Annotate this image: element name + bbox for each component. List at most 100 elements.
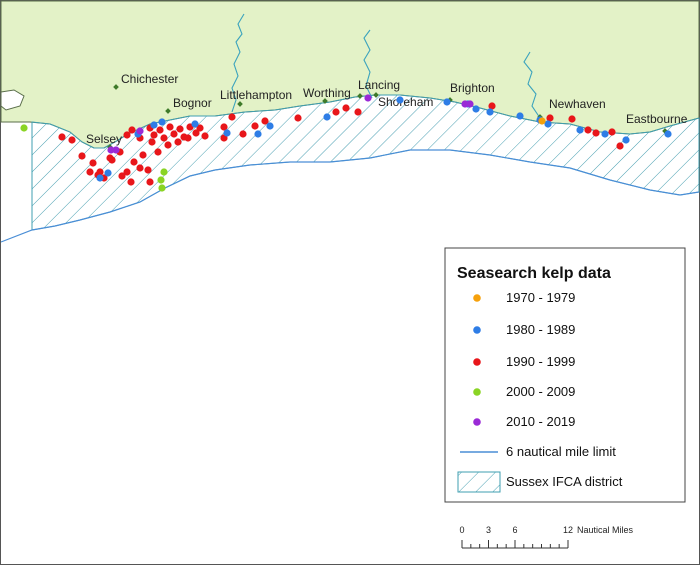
kelp-point-1990s	[166, 123, 174, 131]
kelp-point-1980s	[443, 98, 451, 106]
town-marker-littlehampton	[237, 101, 243, 107]
legend: Seasearch kelp data 1970 - 1979 1980 - 19…	[444, 247, 686, 503]
kelp-point-1980s	[150, 121, 158, 129]
kelp-point-1990s	[294, 114, 302, 122]
legend-label-6-nautical-mile-limit: 6 nautical mile limit	[506, 444, 616, 459]
rivers	[231, 13, 541, 119]
kelp-point-1990s	[86, 168, 94, 176]
legend-symbol-sussex-ifca-district	[457, 471, 501, 493]
kelp-point-1990s	[136, 164, 144, 172]
town-label-brighton: Brighton	[450, 81, 495, 95]
kelp-point-1980s	[544, 120, 552, 128]
scale-bar: 0 3 6 12 Nautical Miles	[459, 525, 634, 549]
river-adur	[363, 29, 373, 99]
kelp-point-2010s	[112, 146, 120, 154]
kelp-point-1990s	[106, 154, 114, 162]
kelp-point-1980s	[266, 122, 274, 130]
town-label-shoreham: Shoreham	[378, 95, 433, 109]
kelp-point-1990s	[96, 168, 104, 176]
kelp-point-1990s	[150, 131, 158, 139]
legend-label-1990-1999: 1990 - 1999	[506, 354, 575, 369]
kelp-point-1990s	[251, 122, 259, 130]
kelp-point-1970s	[538, 117, 546, 125]
kelp-point-1980s	[254, 130, 262, 138]
kelp-point-1990s	[146, 178, 154, 186]
legend-box	[444, 247, 686, 503]
legend-label-2000-2009: 2000 - 2009	[506, 384, 575, 399]
scale-label-0: 0	[459, 525, 464, 535]
kelp-point-1980s	[576, 126, 584, 134]
kelp-point-2010s	[136, 127, 144, 135]
kelp-point-1980s	[191, 120, 199, 128]
kelp-point-1990s	[176, 125, 184, 133]
kelp-point-1980s	[104, 169, 112, 177]
kelp-point-1980s	[664, 130, 672, 138]
town-label-eastbourne: Eastbourne	[626, 112, 688, 126]
island-west	[0, 89, 25, 111]
kelp-point-1990s	[584, 126, 592, 134]
kelp-point-1990s	[170, 130, 178, 138]
kelp-point-1980s	[601, 130, 609, 138]
kelp-point-1980s	[516, 112, 524, 120]
kelp-point-1990s	[144, 166, 152, 174]
town-label-newhaven: Newhaven	[549, 97, 606, 111]
town-marker-chichester	[113, 84, 119, 90]
kelp-point-2010s	[466, 100, 474, 108]
kelp-point-1990s	[130, 158, 138, 166]
scale-label-3: 3	[486, 525, 491, 535]
town-label-bognor: Bognor	[173, 96, 212, 110]
town-label-chichester: Chichester	[121, 72, 178, 86]
kelp-point-1980s	[396, 96, 404, 104]
kelp-point-1990s	[148, 138, 156, 146]
six-nm-limit-line	[0, 149, 700, 243]
kelp-point-2000s	[157, 176, 165, 184]
river-arun	[231, 13, 245, 113]
kelp-point-1990s	[546, 114, 554, 122]
legend-label-sussex-ifca-district: Sussex IFCA district	[506, 474, 623, 489]
kelp-point-1990s	[228, 113, 236, 121]
kelp-point-1990s	[123, 168, 131, 176]
town-marker-worthing	[322, 98, 328, 104]
river-ouse	[523, 51, 541, 119]
kelp-point-1990s	[592, 129, 600, 137]
kelp-points	[20, 94, 672, 192]
kelp-point-1990s	[184, 134, 192, 142]
town-label-lancing: Lancing	[358, 78, 400, 92]
kelp-point-1990s	[164, 141, 172, 149]
kelp-point-1990s	[123, 131, 131, 139]
kelp-point-1980s	[323, 113, 331, 121]
town-label-selsey: Selsey	[86, 132, 122, 146]
kelp-point-1990s	[160, 134, 168, 142]
kelp-point-1990s	[128, 126, 136, 134]
kelp-point-2010s	[364, 94, 372, 102]
kelp-point-1990s	[488, 102, 496, 110]
kelp-point-2000s	[20, 124, 28, 132]
legend-symbol-2010-2019	[473, 418, 481, 426]
kelp-point-1990s	[220, 123, 228, 131]
kelp-point-1980s	[158, 118, 166, 126]
scale-label-6: 6	[512, 525, 517, 535]
kelp-point-2000s	[158, 184, 166, 192]
towns: Chichester Bognor Selsey Littlehampton Worth…	[86, 72, 688, 150]
kelp-point-1990s	[68, 136, 76, 144]
kelp-point-1990s	[174, 138, 182, 146]
town-label-littlehampton: Littlehampton	[220, 88, 292, 102]
kelp-point-1990s	[201, 132, 209, 140]
legend-symbol-1980-1989	[473, 326, 481, 334]
kelp-point-1990s	[192, 129, 200, 137]
town-label-worthing: Worthing	[303, 86, 351, 100]
kelp-point-1990s	[261, 117, 269, 125]
legend-label-1980-1989: 1980 - 1989	[506, 322, 575, 337]
kelp-point-1990s	[239, 130, 247, 138]
legend-symbol-2000-2009	[473, 388, 481, 396]
kelp-point-1980s	[472, 105, 480, 113]
kelp-point-1990s	[342, 104, 350, 112]
legend-symbol-1970-1979	[473, 294, 481, 302]
town-marker-shoreham	[373, 92, 379, 98]
kelp-point-1990s	[58, 133, 66, 141]
kelp-point-1980s	[96, 174, 104, 182]
kelp-point-2010s	[461, 100, 469, 108]
town-marker-lancing	[357, 93, 363, 99]
kelp-point-1990s	[616, 142, 624, 150]
kelp-point-1990s	[78, 152, 86, 160]
